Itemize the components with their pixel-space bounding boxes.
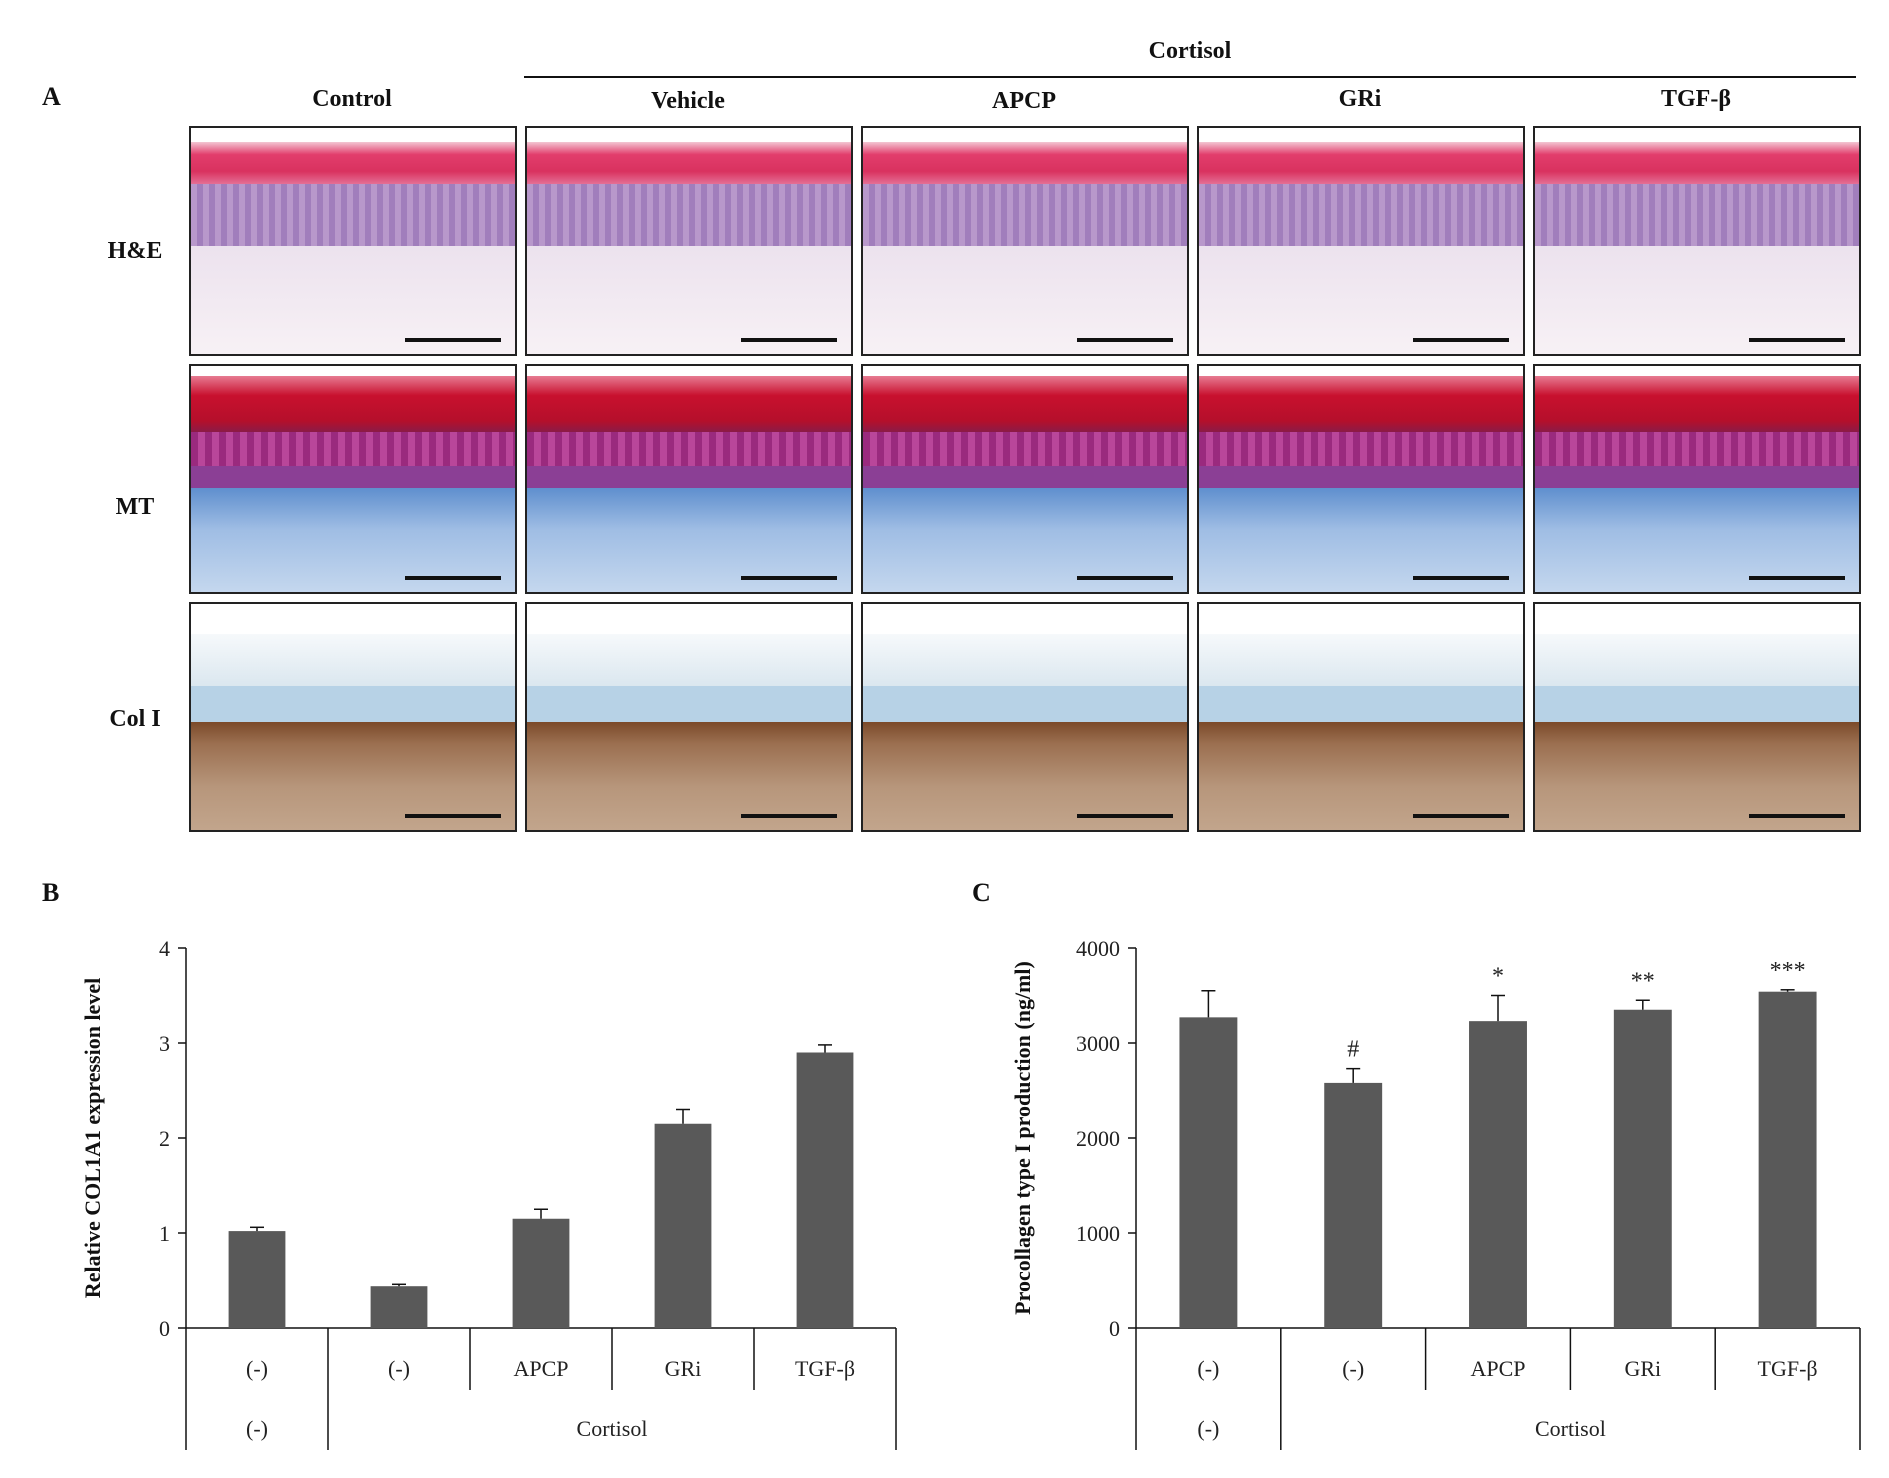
scale-bar [1077,814,1173,818]
bar [512,1218,570,1328]
group-label: (-) [1197,1416,1219,1441]
micrograph-col-i-tgfb [1533,602,1861,832]
scale-bar [741,338,837,342]
significance-mark: *** [1770,958,1806,984]
significance-mark: # [1347,1037,1359,1063]
x-tick-label: (-) [1342,1356,1364,1381]
y-tick-label: 2000 [1076,1126,1120,1151]
micrograph-mt-control [189,364,517,594]
micrograph-mt-tgfb [1533,364,1861,594]
scale-bar [1077,338,1173,342]
bar [1469,1021,1527,1328]
row-header-mt: MT [115,494,155,520]
group-label: (-) [246,1416,268,1441]
scale-bar [1749,338,1845,342]
micrograph-col-i-apcp [861,602,1189,832]
y-tick-label: 3 [159,1031,170,1056]
bar [228,1231,286,1328]
y-tick-label: 4000 [1076,936,1120,961]
bar [370,1286,428,1328]
micrograph-mt-gri [1197,364,1525,594]
bar [654,1123,712,1328]
column-header-apcp: APCP [992,88,1056,114]
bar [1613,1009,1672,1328]
scale-bar [1413,814,1509,818]
y-tick-label: 1000 [1076,1221,1120,1246]
micrograph-he-control [189,126,517,356]
scale-bar [1077,576,1173,580]
y-tick-label: 4 [159,936,170,961]
scale-bar [405,576,501,580]
x-tick-label: GRi [1624,1356,1661,1381]
x-tick-label: GRi [665,1356,702,1381]
chart-b: 0 1 2 3 4 Relative COL1A1 expression level (-)… [80,936,897,1450]
column-header-gri: GRi [1338,86,1382,112]
micrograph-he-tgfb [1533,126,1861,356]
micrograph-col-i-control [189,602,517,832]
micrograph-mt-vehicle [525,364,853,594]
micrograph-col-i-vehicle [525,602,853,832]
x-tick-label: APCP [1470,1356,1525,1381]
micrograph-he-apcp [861,126,1189,356]
y-tick-label: 3000 [1076,1031,1120,1056]
y-axis-label: Relative COL1A1 expression level [80,978,105,1298]
y-axis-label: Procollagen type I production (ng/ml) [1010,961,1035,1315]
bar [796,1052,854,1328]
row-header-he: H&E [107,238,163,264]
bar [1758,991,1817,1328]
x-tick-label: (-) [388,1356,410,1381]
scale-bar [741,814,837,818]
cortisol-group-label: Cortisol [1148,38,1232,64]
y-tick-label: 0 [1109,1316,1120,1341]
micrograph-col-i-gri [1197,602,1525,832]
y-tick-label: 2 [159,1126,170,1151]
chart-c: 0 1000 2000 3000 4000 Procollagen type I prod… [1010,936,1861,1450]
scale-bar [1413,338,1509,342]
x-tick-label: APCP [513,1356,568,1381]
column-header-tgfb: TGF-β [1661,86,1731,112]
column-header-vehicle: Vehicle [651,88,725,114]
micrograph-he-gri [1197,126,1525,356]
scale-bar [405,814,501,818]
bar [1179,1017,1238,1328]
column-header-control: Control [312,86,392,112]
x-tick-label: TGF-β [795,1356,855,1381]
panel-letter-b: B [42,878,60,907]
bar [1324,1082,1383,1328]
cortisol-group-line [524,76,1856,78]
group-label: Cortisol [577,1416,648,1441]
micrograph-he-vehicle [525,126,853,356]
significance-mark: ** [1631,968,1655,994]
y-tick-label: 0 [159,1316,170,1341]
panel-letter-c: C [972,878,991,907]
scale-bar [741,576,837,580]
x-tick-label: (-) [246,1356,268,1381]
significance-mark: * [1492,964,1504,990]
group-label: Cortisol [1535,1416,1606,1441]
scale-bar [1749,576,1845,580]
row-header-col-i: Col I [109,706,161,732]
x-tick-label: TGF-β [1758,1356,1818,1381]
scale-bar [405,338,501,342]
micrograph-mt-apcp [861,364,1189,594]
scale-bar [1749,814,1845,818]
x-tick-label: (-) [1197,1356,1219,1381]
y-tick-label: 1 [159,1221,170,1246]
panel-letter-a: A [42,82,61,111]
scale-bar [1413,576,1509,580]
